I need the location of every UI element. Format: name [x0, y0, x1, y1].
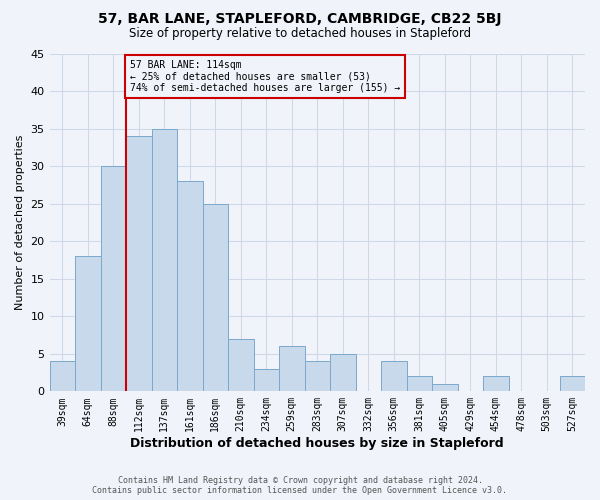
- Bar: [203, 204, 228, 392]
- Text: 57 BAR LANE: 114sqm
← 25% of detached houses are smaller (53)
74% of semi-detach: 57 BAR LANE: 114sqm ← 25% of detached ho…: [130, 60, 400, 93]
- Bar: [126, 136, 152, 392]
- Bar: [305, 362, 330, 392]
- Bar: [101, 166, 126, 392]
- Bar: [407, 376, 432, 392]
- Bar: [432, 384, 458, 392]
- Text: 57, BAR LANE, STAPLEFORD, CAMBRIDGE, CB22 5BJ: 57, BAR LANE, STAPLEFORD, CAMBRIDGE, CB2…: [98, 12, 502, 26]
- Bar: [50, 362, 75, 392]
- Bar: [75, 256, 101, 392]
- Bar: [228, 339, 254, 392]
- Bar: [483, 376, 509, 392]
- Y-axis label: Number of detached properties: Number of detached properties: [15, 135, 25, 310]
- Bar: [330, 354, 356, 392]
- Bar: [152, 129, 177, 392]
- Bar: [279, 346, 305, 392]
- Text: Size of property relative to detached houses in Stapleford: Size of property relative to detached ho…: [129, 28, 471, 40]
- Bar: [560, 376, 585, 392]
- X-axis label: Distribution of detached houses by size in Stapleford: Distribution of detached houses by size …: [130, 437, 504, 450]
- Bar: [254, 369, 279, 392]
- Text: Contains HM Land Registry data © Crown copyright and database right 2024.
Contai: Contains HM Land Registry data © Crown c…: [92, 476, 508, 495]
- Bar: [381, 362, 407, 392]
- Bar: [177, 182, 203, 392]
